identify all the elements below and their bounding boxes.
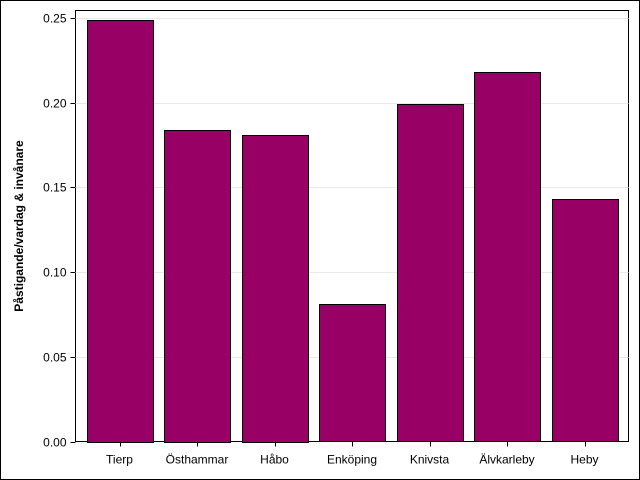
x-tick-label: Heby <box>570 453 598 467</box>
bar-0 <box>87 20 154 443</box>
y-tick-label: 0.05 <box>43 351 67 365</box>
bar-1 <box>164 130 231 443</box>
x-tick-label: Knivsta <box>410 453 450 467</box>
bars <box>87 20 619 443</box>
x-axis-ticks: Tierp Östhammar Håbo Enköping Knivsta Älvkarl… <box>106 441 599 467</box>
bar-3 <box>319 304 386 442</box>
bar-4 <box>397 104 464 442</box>
y-axis-title: Påstigande/vardag & invånare <box>12 140 26 312</box>
y-tick-label: 0.20 <box>43 97 67 111</box>
bar-6 <box>552 199 619 442</box>
x-tick-label: Älvkarleby <box>479 453 534 467</box>
y-tick-label: 0.15 <box>43 181 67 195</box>
bar-5 <box>474 72 541 442</box>
y-axis-ticks: 0.00 0.05 0.10 0.15 0.20 0.25 <box>43 12 76 450</box>
x-tick-label: Enköping <box>327 453 377 467</box>
x-tick-label: Östhammar <box>166 453 229 467</box>
bar-2 <box>242 135 309 443</box>
y-tick-label: 0.10 <box>43 266 67 280</box>
y-tick-label: 0.25 <box>43 12 67 26</box>
y-tick-label: 0.00 <box>43 436 67 450</box>
x-tick-label: Tierp <box>106 453 133 467</box>
x-tick-label: Håbo <box>260 453 289 467</box>
